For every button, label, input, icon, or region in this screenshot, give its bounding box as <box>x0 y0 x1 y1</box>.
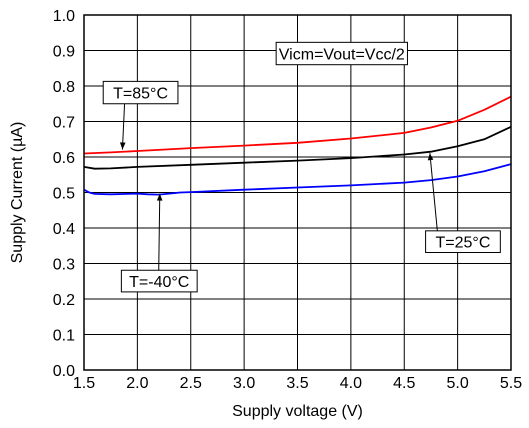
x-tick-label: 4.5 <box>393 375 415 392</box>
annotation-arrow <box>119 103 126 150</box>
x-tick-label: 3.5 <box>286 375 308 392</box>
annotation-label: T=-40°C <box>129 274 189 291</box>
y-tick-label: 0.8 <box>53 79 75 96</box>
y-tick-label: 0.1 <box>53 328 75 345</box>
annotation-2: T=-40°C <box>120 193 198 293</box>
annotation-box <box>102 80 179 105</box>
y-tick-label: 0.6 <box>53 150 75 167</box>
y-axis-title: Supply Current (µA) <box>9 122 26 264</box>
y-tick-label: 0.2 <box>53 292 75 309</box>
annotations: T=85°C T=25°C T=-40°C Vicm=Vout=Vcc/2 <box>102 41 501 293</box>
x-axis-title: Supply voltage (V) <box>232 403 363 420</box>
x-tick-label: 5.0 <box>447 375 469 392</box>
y-tick-label: 0.5 <box>53 186 75 203</box>
y-tick-label: 0.0 <box>53 363 75 380</box>
y-tick-label: 1.0 <box>53 8 75 25</box>
series-line-t-25-c <box>83 125 512 170</box>
plot-frame <box>83 14 512 371</box>
x-tick-label: 3.0 <box>233 375 255 392</box>
tick-labels: 1.5 2.0 2.5 3.0 3.5 4.0 4.5 5.0 5.5 0.0 0.1 0.2 0.3 0… <box>53 8 522 392</box>
x-tick-label: 5.5 <box>500 375 522 392</box>
annotation-0: T=85°C <box>102 80 179 150</box>
y-tick-label: 0.7 <box>53 115 75 132</box>
annotation-1: T=25°C <box>425 153 501 253</box>
series-line-t-85-c <box>83 95 512 155</box>
series-line-t-40-c <box>83 163 512 196</box>
series-lines <box>83 95 512 196</box>
annotation-box <box>120 269 198 293</box>
annotation-box <box>425 230 501 253</box>
x-tick-label: 1.5 <box>73 375 95 392</box>
annotation-label: T=85°C <box>113 86 168 103</box>
x-tick-label: 4.0 <box>340 375 362 392</box>
y-tick-label: 0.4 <box>53 221 75 238</box>
annotation-box <box>275 41 408 66</box>
y-tick-label: 0.9 <box>53 44 75 61</box>
x-tick-label: 2.5 <box>180 375 202 392</box>
annotation-arrow <box>427 153 438 231</box>
annotation-arrow <box>156 193 163 271</box>
grid-lines <box>83 14 512 371</box>
annotation-3: Vicm=Vout=Vcc/2 <box>275 41 408 66</box>
y-tick-label: 0.3 <box>53 257 75 274</box>
annotation-label: Vicm=Vout=Vcc/2 <box>279 47 405 64</box>
x-tick-label: 2.0 <box>126 375 148 392</box>
annotation-label: T=25°C <box>436 235 491 252</box>
